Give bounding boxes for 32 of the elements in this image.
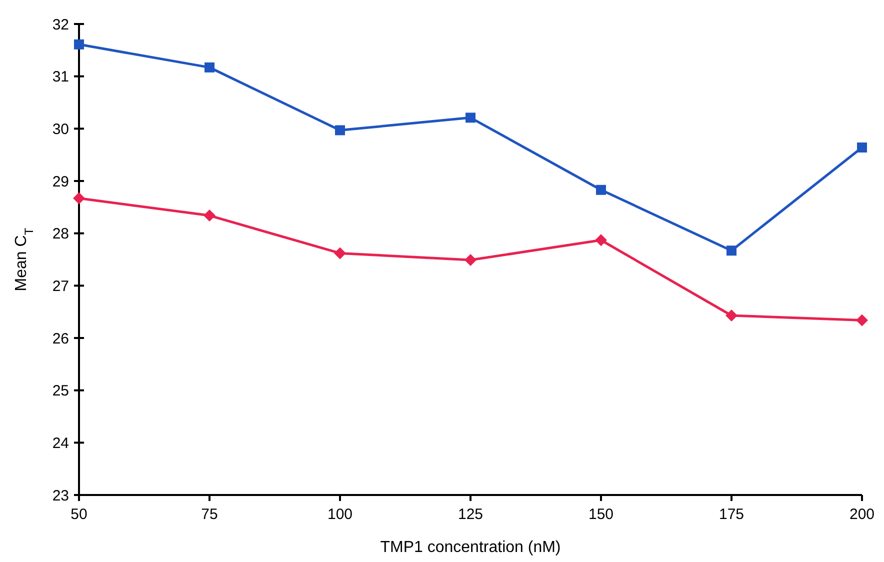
point xyxy=(726,309,738,322)
y-tick-label: 28 xyxy=(52,226,69,243)
point xyxy=(74,39,84,50)
y-tick-label: 24 xyxy=(52,434,69,452)
y-tick-label: 25 xyxy=(52,382,69,400)
x-tick-label: 50 xyxy=(70,506,88,523)
point xyxy=(466,112,476,123)
x-tick-label: 150 xyxy=(588,506,614,523)
y-tick-label: 27 xyxy=(52,278,69,295)
point xyxy=(726,246,736,256)
point xyxy=(464,254,476,266)
point xyxy=(204,62,214,72)
point xyxy=(73,192,85,204)
y-tick-label: 29 xyxy=(52,173,69,190)
x-tick-label: 175 xyxy=(718,506,744,523)
point xyxy=(596,184,606,195)
point xyxy=(595,234,607,246)
x-tick-label: 75 xyxy=(201,506,218,523)
y-tick-label: 23 xyxy=(52,487,69,504)
y-tick-label: 31 xyxy=(52,68,69,86)
point xyxy=(334,247,346,260)
y-tick-label: 26 xyxy=(52,330,69,348)
point xyxy=(856,314,868,326)
point xyxy=(335,125,345,136)
y-tick-label: 30 xyxy=(52,120,69,138)
y-tick-label: 32 xyxy=(52,16,69,34)
x-tick-label: 125 xyxy=(458,506,484,523)
x-tick-label: 100 xyxy=(327,506,353,523)
point xyxy=(204,210,216,222)
point xyxy=(857,142,867,153)
x-tick-label: 200 xyxy=(849,506,875,523)
x-axis-title: TMP1 concentration (nM) xyxy=(380,539,561,556)
